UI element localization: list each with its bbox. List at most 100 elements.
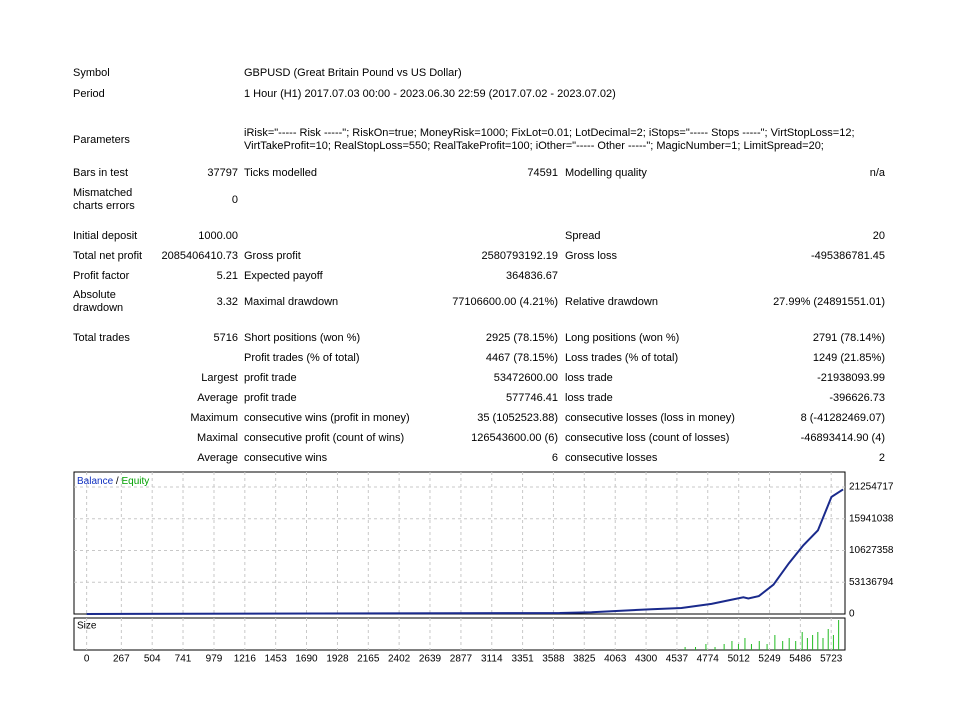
- label-cell: GBPUSD (Great Britain Pound vs US Dollar…: [244, 66, 462, 79]
- value-cell: Average: [197, 391, 238, 404]
- label-cell: consecutive losses: [565, 451, 658, 464]
- x-tick-label: 4300: [635, 654, 658, 665]
- x-tick-label: 267: [113, 654, 130, 665]
- label-cell: Maximal drawdown: [244, 295, 339, 308]
- label-cell: Modelling quality: [565, 166, 647, 179]
- label-cell: Short positions (won %): [244, 331, 361, 344]
- x-tick-label: 2877: [450, 654, 473, 665]
- x-tick-label: 5486: [789, 654, 812, 665]
- label-cell: Profit trades (% of total): [244, 351, 360, 364]
- chart-frame: [73, 471, 846, 615]
- value-cell: 77106600.00 (4.21%): [452, 295, 558, 308]
- value-cell: 27.99% (24891551.01): [773, 295, 885, 308]
- label-cell: Spread: [565, 229, 601, 242]
- value-cell: 6: [551, 451, 558, 464]
- text-line: iRisk="----- Risk -----"; RiskOn=true; M…: [244, 127, 855, 139]
- value-cell: -21938093.99: [817, 371, 885, 384]
- label-cell: Relative drawdown: [565, 295, 658, 308]
- label-cell: profit trade: [244, 391, 297, 404]
- label-cell: Mismatched charts errors: [73, 187, 135, 213]
- x-tick-label: 1928: [326, 654, 349, 665]
- label-cell: Absolute drawdown: [73, 289, 123, 315]
- x-tick-label: 5723: [820, 654, 843, 665]
- label-cell: loss trade: [565, 371, 613, 384]
- x-tick-label: 4063: [604, 654, 627, 665]
- legend-entry: Equity: [121, 476, 149, 487]
- label-cell: Period: [73, 87, 105, 100]
- x-tick-label: 741: [175, 654, 192, 665]
- text-line: VirtTakeProfit=10; RealStopLoss=550; Rea…: [244, 140, 824, 152]
- label-cell: Expected payoff: [244, 269, 323, 282]
- value-cell: 2580793192.19: [481, 249, 558, 262]
- label-cell: Total net profit: [73, 249, 143, 262]
- size-frame: [73, 617, 846, 651]
- text-line: Mismatched: [73, 187, 133, 199]
- value-cell: 0: [231, 193, 238, 206]
- value-cell: Maximum: [190, 411, 238, 424]
- value-cell: 5.21: [216, 269, 238, 282]
- y-tick-label: 15941038: [849, 513, 894, 524]
- label-cell: Initial deposit: [73, 229, 138, 242]
- x-tick-label: 0: [84, 654, 90, 665]
- value-cell: 126543600.00 (6): [471, 431, 558, 444]
- x-tick-label: 2639: [419, 654, 442, 665]
- label-cell: Total trades: [73, 331, 130, 344]
- value-cell: -396626.73: [829, 391, 885, 404]
- label-cell: consecutive profit (count of wins): [244, 431, 405, 444]
- value-cell: 53472600.00: [493, 371, 558, 384]
- x-tick-label: 1453: [265, 654, 288, 665]
- x-tick-label: 3588: [542, 654, 565, 665]
- label-cell: Parameters: [73, 133, 130, 146]
- label-cell: consecutive wins: [244, 451, 328, 464]
- label-cell: consecutive loss (count of losses): [565, 431, 730, 444]
- value-cell: 2085406410.73: [161, 249, 238, 262]
- x-tick-label: 5012: [728, 654, 751, 665]
- value-cell: Maximal: [197, 431, 238, 444]
- y-tick-label: 0: [849, 609, 855, 620]
- label-cell: 1 Hour (H1) 2017.07.03 00:00 - 2023.06.3…: [244, 87, 616, 100]
- value-cell: 577746.41: [506, 391, 558, 404]
- size-label: Size: [77, 621, 97, 632]
- value-cell: -495386781.45: [810, 249, 885, 262]
- y-tick-label: 10627358: [849, 545, 894, 556]
- y-tick-label: 21254717: [849, 482, 894, 493]
- label-cell: Bars in test: [73, 166, 129, 179]
- value-cell: 2791 (78.14%): [812, 331, 885, 344]
- value-cell: 1249 (21.85%): [812, 351, 885, 364]
- value-cell: 4467 (78.15%): [485, 351, 558, 364]
- legend-separator: /: [113, 476, 121, 487]
- label-cell: Gross profit: [244, 249, 301, 262]
- text-line: drawdown: [73, 302, 124, 314]
- value-cell: 5716: [213, 331, 238, 344]
- x-tick-label: 3351: [511, 654, 534, 665]
- x-tick-label: 1216: [234, 654, 257, 665]
- value-cell: 35 (1052523.88): [477, 411, 558, 424]
- value-cell: 364836.67: [506, 269, 558, 282]
- label-cell: consecutive losses (loss in money): [565, 411, 735, 424]
- x-tick-label: 3825: [573, 654, 596, 665]
- value-cell: 74591: [527, 166, 558, 179]
- label-cell: Profit factor: [73, 269, 130, 282]
- text-line: Absolute: [73, 289, 116, 301]
- y-tick-label: 53136794: [849, 577, 894, 588]
- x-tick-label: 979: [206, 654, 223, 665]
- label-cell: Symbol: [73, 66, 110, 79]
- x-tick-label: 2402: [388, 654, 411, 665]
- label-cell: Loss trades (% of total): [565, 351, 679, 364]
- value-cell: -46893414.90 (4): [800, 431, 885, 444]
- text-line: charts errors: [73, 200, 135, 212]
- value-cell: 3.32: [216, 295, 238, 308]
- value-cell: 20: [872, 229, 885, 242]
- value-cell: 2925 (78.15%): [485, 331, 558, 344]
- value-cell: Average: [197, 451, 238, 464]
- value-cell: Largest: [201, 371, 238, 384]
- label-cell: profit trade: [244, 371, 297, 384]
- value-cell: 1000.00: [198, 229, 238, 242]
- x-tick-label: 5249: [758, 654, 781, 665]
- legend-entry: Balance: [77, 476, 114, 487]
- value-cell: 37797: [207, 166, 238, 179]
- x-tick-label: 504: [144, 654, 161, 665]
- legend: Balance / Equity: [77, 476, 149, 487]
